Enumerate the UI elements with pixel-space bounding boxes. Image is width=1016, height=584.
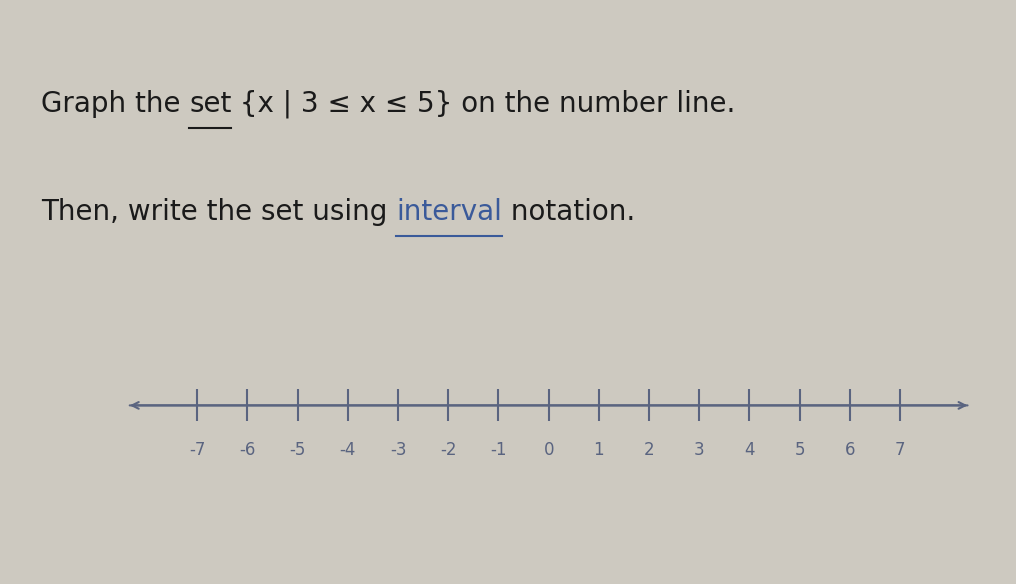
Text: 3: 3 <box>694 441 704 458</box>
Text: {x | 3 ≤ x ≤ 5} on the number line.: {x | 3 ≤ x ≤ 5} on the number line. <box>232 89 736 118</box>
Text: 4: 4 <box>744 441 755 458</box>
Text: Then, write the set using: Then, write the set using <box>41 197 396 225</box>
Text: 5: 5 <box>795 441 805 458</box>
Text: -2: -2 <box>440 441 456 458</box>
Text: interval: interval <box>396 197 502 225</box>
Text: -7: -7 <box>189 441 205 458</box>
Text: 6: 6 <box>844 441 855 458</box>
Text: 7: 7 <box>895 441 905 458</box>
Text: set: set <box>189 90 232 118</box>
Text: notation.: notation. <box>502 197 635 225</box>
Text: 1: 1 <box>593 441 605 458</box>
Text: -4: -4 <box>339 441 356 458</box>
Text: 0: 0 <box>544 441 554 458</box>
Text: -6: -6 <box>239 441 256 458</box>
Text: -1: -1 <box>490 441 507 458</box>
Text: -5: -5 <box>290 441 306 458</box>
Text: 2: 2 <box>644 441 654 458</box>
Text: -3: -3 <box>390 441 406 458</box>
Text: Graph the: Graph the <box>41 90 189 118</box>
